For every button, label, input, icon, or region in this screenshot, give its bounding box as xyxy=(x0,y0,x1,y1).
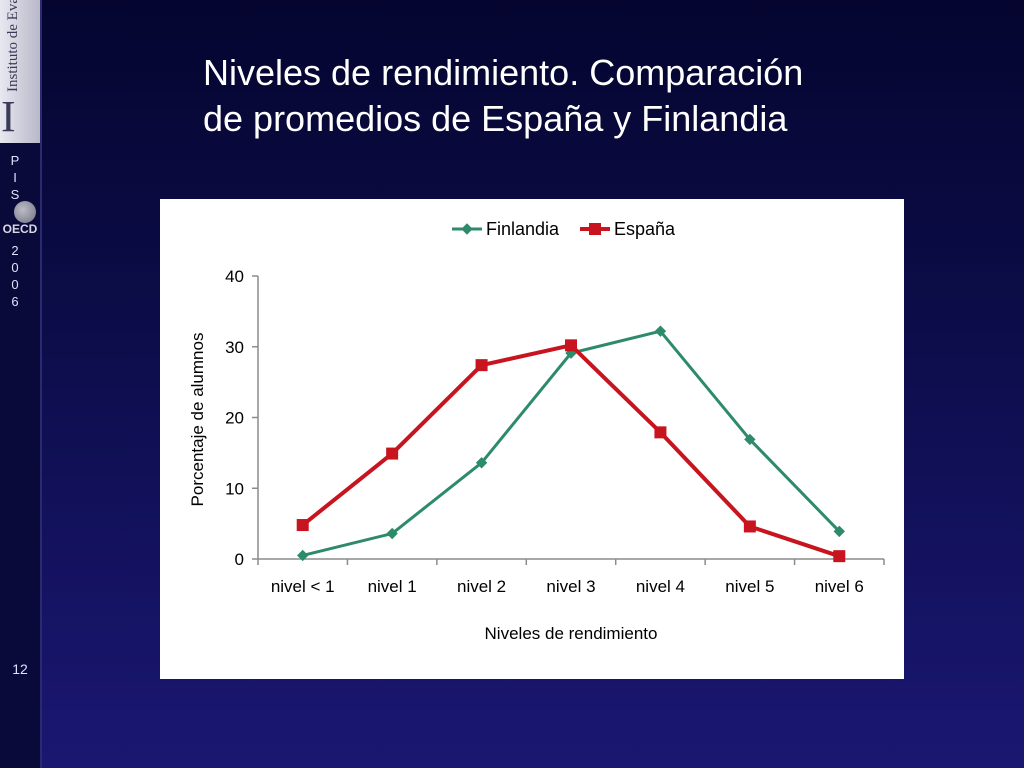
data-point-finlandia xyxy=(744,433,756,446)
program-letter: S xyxy=(10,187,20,202)
y-axis-title: Porcentaje de alumnos xyxy=(188,333,207,507)
data-point-finlandia xyxy=(475,457,488,469)
logo-text: Instituto de Evaluación xyxy=(5,0,21,92)
x-axis-title: Niveles de rendimiento xyxy=(485,624,658,643)
data-point-espana xyxy=(386,447,399,460)
y-tick-label: 20 xyxy=(225,409,244,428)
legend-label-finlandia: Finlandia xyxy=(486,219,560,239)
x-tick-label: nivel 5 xyxy=(725,577,774,596)
year-digits: 2 0 0 6 xyxy=(0,242,30,310)
year-digit: 6 xyxy=(11,294,19,309)
program-letters: P I S xyxy=(0,152,30,203)
program-letter: I xyxy=(13,170,17,185)
x-tick-label: nivel 4 xyxy=(636,577,685,596)
data-point-espana xyxy=(565,339,577,352)
program-letter: P xyxy=(10,153,20,168)
oecd-label: OECD xyxy=(2,222,38,236)
institute-logo: Instituto de Evaluación I xyxy=(0,0,40,143)
year-digit: 0 xyxy=(11,277,19,292)
page-number: 12 xyxy=(12,661,28,677)
line-chart: 0 10 20 30 40 nivel < 1 nivel 1 nivel 2 nivel 3 n… xyxy=(188,219,885,643)
data-point-finlandia xyxy=(654,325,667,337)
data-point-espana xyxy=(833,550,846,563)
sidebar: Instituto de Evaluación I P I S OECD 2 0… xyxy=(0,0,42,768)
y-tick-label: 30 xyxy=(225,338,244,357)
data-point-finlandia xyxy=(833,525,845,538)
data-point-finlandia xyxy=(386,527,398,540)
logo-initial: I xyxy=(1,92,16,141)
x-tick-label: nivel 3 xyxy=(546,577,595,596)
slide-title-line: Niveles de rendimiento. Comparación xyxy=(203,52,804,93)
x-tick-label: nivel 2 xyxy=(457,577,506,596)
slide-title: Niveles de rendimiento. Comparación de p… xyxy=(203,50,983,142)
y-tick-label: 0 xyxy=(235,550,244,569)
data-point-finlandia xyxy=(297,549,309,562)
chart-panel: 0 10 20 30 40 nivel < 1 nivel 1 nivel 2 nivel 3 n… xyxy=(160,199,904,679)
data-point-espana xyxy=(296,519,309,532)
x-tick-label: nivel 6 xyxy=(815,577,864,596)
y-tick-label: 40 xyxy=(225,267,244,286)
year-digit: 0 xyxy=(11,260,19,275)
year-digit: 2 xyxy=(11,243,19,258)
slide-title-line: de promedios de España y Finlandia xyxy=(203,98,788,139)
x-tick-label: nivel 1 xyxy=(368,577,417,596)
legend-marker-finlandia xyxy=(461,223,473,235)
data-point-espana xyxy=(654,426,667,439)
series-line-finlandia xyxy=(302,329,841,557)
data-point-espana xyxy=(743,520,756,533)
data-point-espana xyxy=(475,359,488,372)
legend-label-espana: España xyxy=(614,219,676,239)
oecd-globe-icon xyxy=(14,201,36,223)
x-tick-label: nivel < 1 xyxy=(271,577,335,596)
y-tick-label: 10 xyxy=(225,479,244,498)
legend-marker-espana xyxy=(589,223,601,235)
